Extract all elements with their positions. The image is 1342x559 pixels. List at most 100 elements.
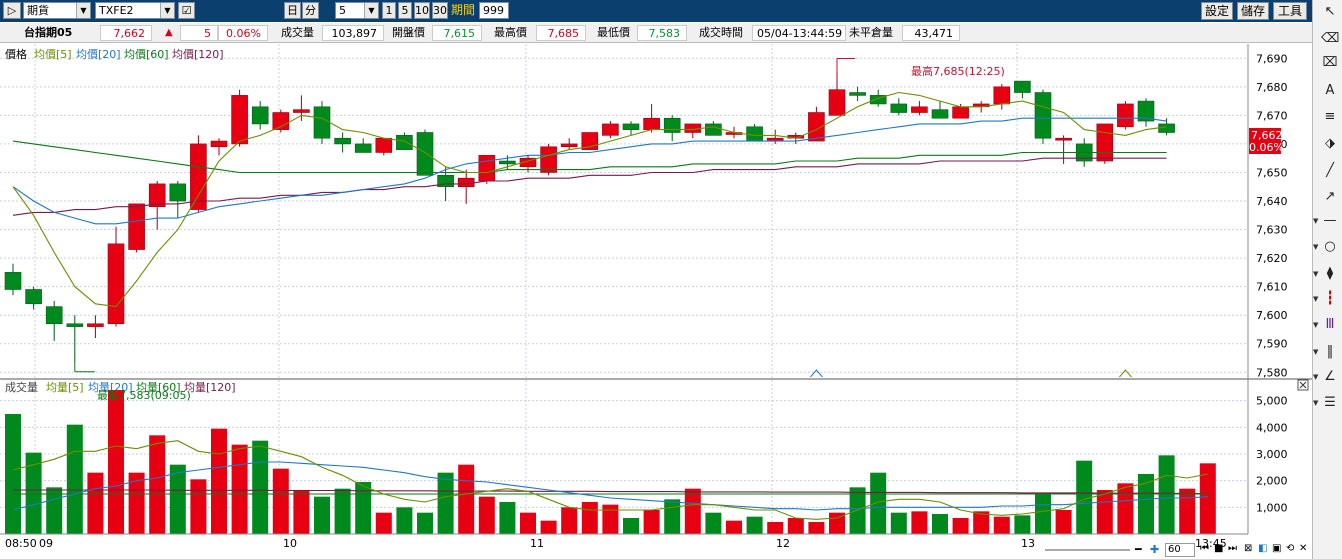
volume-bar	[870, 472, 887, 534]
candle-body	[828, 89, 846, 116]
ma5-line	[12, 91, 1167, 308]
candle-body	[684, 123, 702, 133]
chevron-down-icon[interactable]: ▼	[1313, 321, 1319, 329]
first-page-icon[interactable]: ⏮	[1200, 543, 1209, 554]
minutes-select-value: 5	[339, 4, 346, 17]
tag-icon[interactable]: ⬗	[1325, 136, 1335, 151]
volume-bar	[458, 464, 475, 534]
price-tick-label: 7,580	[1256, 366, 1288, 379]
candle-body	[354, 143, 372, 153]
candle-body	[25, 289, 42, 305]
chevron-down-icon[interactable]: ▼	[1313, 373, 1319, 381]
refresh-icon[interactable]: ⟲	[1286, 543, 1295, 554]
chevron-down-icon[interactable]: ▼	[1313, 217, 1319, 225]
zoom-out-icon[interactable]: ━	[1135, 543, 1142, 556]
minutes-select[interactable]: 5 ▼	[335, 2, 379, 19]
marker-tool-icon[interactable]: ⧫	[1326, 266, 1334, 281]
open-interest-value: 43,471	[902, 25, 960, 41]
stop-icon[interactable]: ■	[1214, 543, 1224, 554]
high-label: 最高價	[494, 26, 527, 39]
low-value: 7,583	[637, 25, 687, 41]
volume-bar	[684, 488, 701, 534]
candle-tool-icon[interactable]: ┇	[1326, 291, 1334, 306]
interval-day-button[interactable]: 日	[284, 2, 301, 19]
erase-all-icon[interactable]: ⌧	[1322, 55, 1338, 70]
text-tool-icon[interactable]: A	[1325, 83, 1335, 98]
chevron-down-icon[interactable]: ▼	[1313, 295, 1319, 303]
volume-bar	[211, 428, 227, 534]
play-button[interactable]: ▷	[3, 2, 21, 19]
time-tick-label: 13:45	[1195, 537, 1227, 550]
fit-icon[interactable]: ◧	[1258, 543, 1268, 554]
last-page-icon[interactable]: ⏭	[1228, 543, 1237, 554]
bars-icon[interactable]: ‖	[1326, 344, 1334, 359]
tools-button[interactable]: 工具	[1273, 2, 1307, 20]
quick-30-button[interactable]: 30	[432, 2, 448, 19]
symbol-select-value: TXFE2	[99, 4, 134, 17]
line-tool-icon[interactable]: ╱	[1326, 163, 1334, 178]
list-icon[interactable]: ☰	[1324, 395, 1336, 410]
zoom-in-icon[interactable]: ✚	[1150, 543, 1160, 556]
export-icon[interactable]: ⊠	[1244, 543, 1253, 554]
quick-5-button[interactable]: 5	[398, 2, 412, 19]
volume-tick-label: 5,000	[1256, 395, 1288, 408]
candle-body	[993, 86, 1011, 105]
volume-bar	[911, 511, 928, 534]
volume-bar	[726, 520, 742, 534]
candle-body	[1137, 100, 1155, 122]
volume-bar	[499, 502, 516, 534]
close-icon[interactable]: ✕	[1299, 543, 1308, 554]
hline-tool-icon[interactable]: —	[1323, 213, 1337, 228]
save-button[interactable]: 儲存	[1237, 2, 1269, 20]
volume-bar	[932, 514, 948, 534]
candle-body	[251, 106, 269, 125]
chevron-down-icon: ▼	[160, 3, 174, 18]
price-legend: 價格 均價[5] 均價[20] 均價[60] 均價[120]	[5, 47, 224, 61]
parallel-lines-icon[interactable]: ≡	[1324, 109, 1336, 124]
volume-bar	[973, 511, 990, 534]
chevron-down-icon[interactable]: ▼	[1313, 399, 1319, 407]
print-icon[interactable]: ▣	[1272, 543, 1282, 554]
volume-bar	[417, 512, 433, 534]
candle-body	[1096, 123, 1114, 162]
volume-bar	[1179, 488, 1196, 534]
price-tick-label: 7,670	[1256, 109, 1288, 122]
market-select[interactable]: 期貨 ▼	[23, 2, 91, 19]
interval-minute-button[interactable]: 分	[302, 2, 319, 19]
chart-area[interactable]: 價格 均價[5] 均價[20] 均價[60] 均價[120] 成交量 均量[5]…	[0, 44, 1312, 559]
zoom-level[interactable]: 60	[1165, 543, 1195, 557]
angle-tool-icon[interactable]: ∠	[1324, 369, 1336, 384]
status-bar: ━ ✚ 60 ⏮ ■ ⏭ ⊠ ◧ ▣ ⟲ ✕	[1040, 543, 1312, 559]
fibonacci-icon[interactable]: Ⅲ	[1325, 317, 1335, 332]
price-tick-label: 7,600	[1256, 309, 1288, 322]
arrow-tool-icon[interactable]: ↗	[1324, 189, 1336, 204]
checkbox-toggle[interactable]: ☑	[178, 2, 195, 19]
chevron-down-icon[interactable]: ▼	[1313, 348, 1319, 356]
circle-tool-icon[interactable]: ○	[1324, 239, 1336, 254]
chevron-down-icon[interactable]: ▼	[1313, 243, 1319, 251]
volume-bar	[849, 487, 866, 534]
cursor-icon[interactable]: ↖	[1324, 4, 1336, 19]
volume-ma5-line	[12, 440, 1208, 520]
eraser-icon[interactable]: ⌫	[1321, 31, 1340, 46]
quick-1-button[interactable]: 1	[382, 2, 396, 19]
market-select-value: 期貨	[27, 4, 49, 17]
volume-bar	[190, 479, 207, 534]
settings-button[interactable]: 設定	[1201, 2, 1233, 20]
volume-bar	[623, 518, 639, 534]
symbol-select[interactable]: TXFE2 ▼	[95, 2, 175, 19]
volume-bar	[890, 512, 907, 534]
chevron-down-icon[interactable]: ▼	[1313, 270, 1319, 278]
candle-body	[375, 137, 393, 153]
time-tick-label: 10	[283, 537, 297, 550]
quick-10-button[interactable]: 10	[414, 2, 430, 19]
time-tick-label: 08:50	[5, 537, 37, 550]
volume-close-icon[interactable]	[1297, 379, 1309, 391]
period-input[interactable]: 999	[479, 2, 509, 19]
zoom-slider[interactable]	[1045, 549, 1130, 551]
price-legend-ma60: 均價[60]	[124, 47, 169, 61]
volume-bar	[561, 507, 578, 534]
candle-body	[190, 143, 207, 210]
candle-body	[1158, 123, 1175, 133]
volume-bar	[602, 504, 619, 534]
